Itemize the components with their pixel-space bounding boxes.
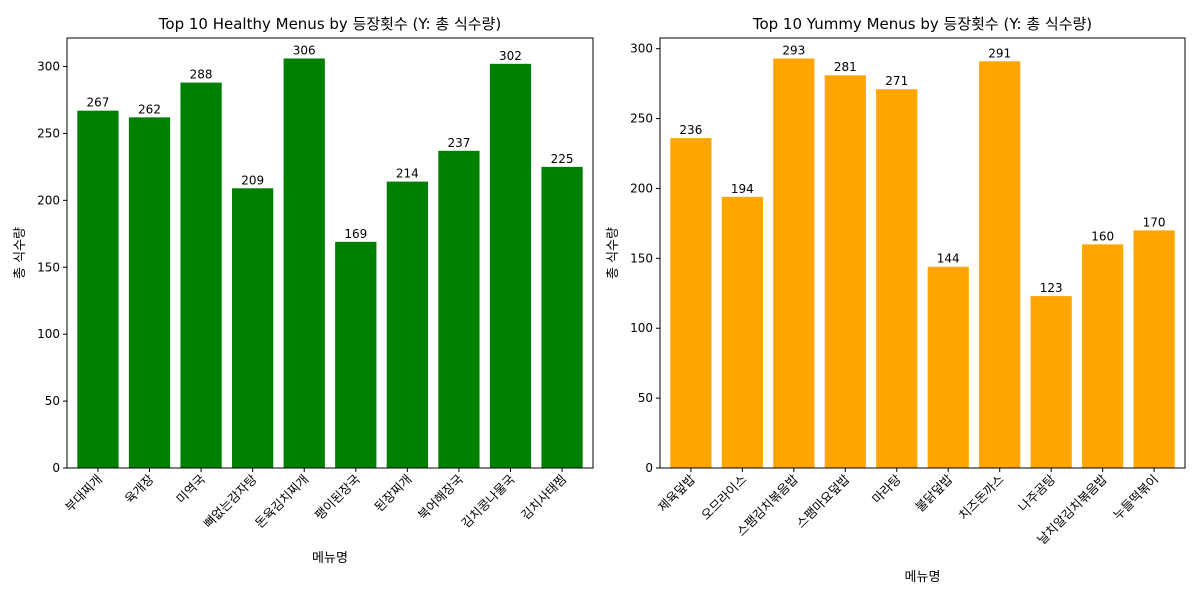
- x-tick-label: 오므라이스: [698, 472, 749, 523]
- x-tick-label: 나주곰탕: [1015, 471, 1058, 514]
- bar: [979, 61, 1021, 468]
- y-tick-label: 150: [630, 251, 653, 265]
- data-label: 225: [551, 152, 574, 166]
- bar: [438, 150, 480, 468]
- data-label: 209: [241, 173, 264, 187]
- data-label: 306: [293, 43, 316, 57]
- y-tick-label: 0: [645, 461, 653, 475]
- bar: [670, 138, 712, 468]
- x-tick-label: 된장찌개: [371, 472, 414, 515]
- data-label: 144: [937, 252, 960, 266]
- x-tick-label: 김치콩나물국: [458, 472, 517, 531]
- bar: [721, 196, 763, 468]
- x-axis-label: 메뉴명: [312, 551, 348, 566]
- y-tick-label: 50: [638, 391, 653, 405]
- data-label: 271: [885, 74, 908, 88]
- bar: [1082, 244, 1124, 468]
- y-tick-label: 200: [37, 193, 60, 207]
- bar: [824, 75, 866, 468]
- bar: [489, 63, 532, 469]
- data-label: 291: [988, 46, 1011, 60]
- y-tick-label: 50: [45, 394, 60, 408]
- data-label: 267: [86, 96, 109, 110]
- x-tick-label: 북어해장국: [415, 472, 466, 523]
- y-tick-label: 250: [37, 126, 60, 140]
- y-tick-label: 300: [37, 60, 60, 74]
- data-label: 214: [396, 167, 419, 181]
- data-label: 288: [190, 68, 213, 82]
- bar: [232, 188, 274, 469]
- x-tick-label: 치즈돈까스: [956, 472, 1007, 523]
- data-label: 123: [1040, 281, 1063, 295]
- y-tick-label: 300: [630, 42, 653, 56]
- chart-panel-1: 0 50 100 150 200 250 300 부대찌개 육개장 미역국뼈없는감자탕돈육김치찌개…: [13, 15, 594, 566]
- y-tick-label: 100: [630, 321, 653, 335]
- y-axis-label: 총 식수량: [13, 227, 28, 279]
- x-tick-label: 누들떡볶이: [1110, 472, 1161, 523]
- data-label: 160: [1091, 229, 1114, 243]
- axes-frame: [659, 37, 1186, 469]
- data-label: 293: [782, 43, 805, 57]
- data-label: 236: [679, 123, 702, 137]
- axes-frame: [66, 37, 594, 469]
- x-tick-label: 마라탕: [869, 471, 904, 506]
- data-label: 302: [499, 49, 522, 63]
- bar: [386, 181, 428, 468]
- chart-title: Top 10 Yummy Menus by 등장횟수 (Y: 총 식수량): [752, 15, 1092, 33]
- bar: [128, 117, 171, 468]
- y-tick-label: 200: [630, 181, 653, 195]
- data-label: 281: [834, 60, 857, 74]
- x-tick-label: 돈육김치찌개: [252, 472, 311, 531]
- bar: [1030, 296, 1072, 468]
- bar: [283, 58, 325, 468]
- bar: [541, 166, 583, 468]
- x-tick-label: 육개장: [122, 471, 157, 506]
- y-tick-label: 100: [37, 327, 60, 341]
- x-tick-label: 팽이된장국: [312, 472, 363, 523]
- y-tick-label: 0: [52, 461, 60, 475]
- y-axis-label: 총 식수량: [606, 227, 621, 279]
- bar: [77, 110, 119, 468]
- bar: [876, 89, 918, 469]
- x-axis-label: 메뉴명: [905, 570, 941, 585]
- x-tick-label: 김치사태찜: [518, 472, 569, 523]
- x-tick-label: 뼈없는감자탕: [200, 471, 260, 531]
- y-tick-label: 150: [37, 260, 60, 274]
- x-tick-label: 스팸마요덮밥: [793, 471, 853, 531]
- data-label: 169: [344, 227, 367, 241]
- x-tick-label: 부대찌개: [62, 472, 105, 515]
- x-tick-label: 제육덮밥: [655, 471, 698, 514]
- chart-title: Top 10 Healthy Menus by 등장횟수 (Y: 총 식수량): [158, 15, 501, 33]
- data-label: 237: [447, 136, 470, 150]
- bar: [773, 58, 815, 468]
- x-tick-label: 미역국: [173, 472, 208, 507]
- x-tick-label: 불닭덮밥: [912, 471, 955, 514]
- bar: [927, 266, 969, 468]
- data-label: 194: [731, 182, 754, 196]
- y-tick-label: 250: [630, 112, 653, 126]
- bar: [1133, 230, 1175, 468]
- bar: [335, 241, 377, 468]
- data-label: 262: [138, 102, 161, 116]
- data-label: 170: [1143, 215, 1166, 229]
- bar: [180, 82, 222, 468]
